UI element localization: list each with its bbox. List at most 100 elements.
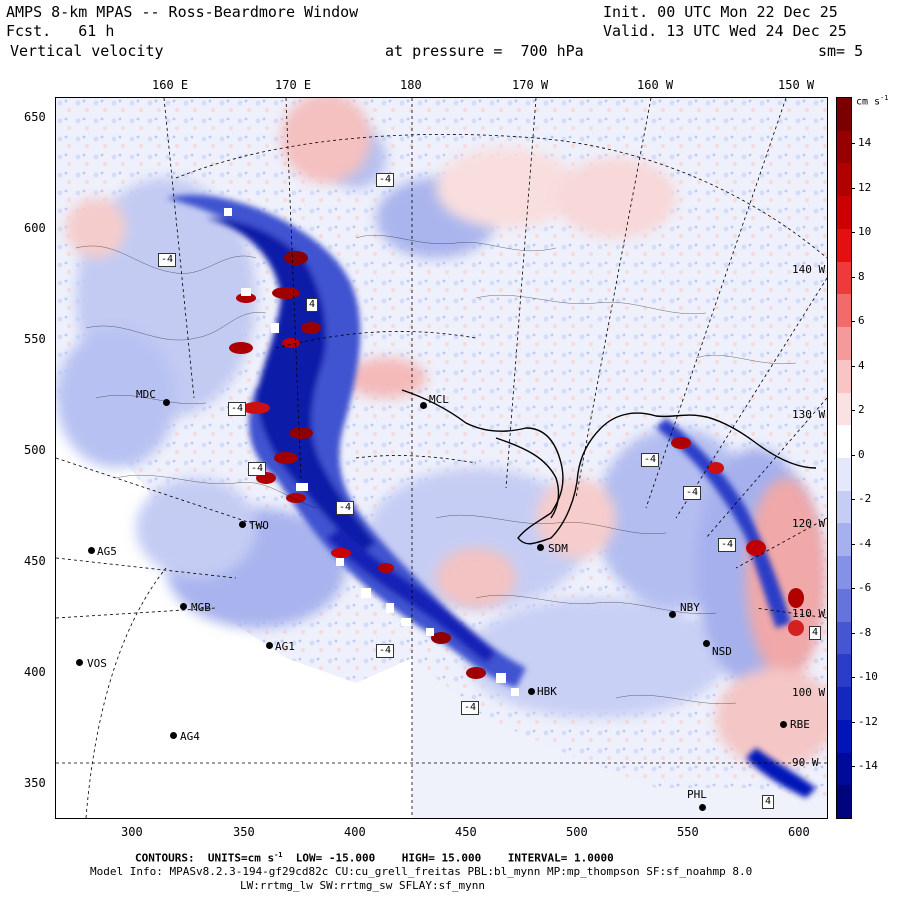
colorbar-tick: [851, 543, 855, 545]
map-title: AMPS 8-km MPAS -- Ross-Beardmore Window: [6, 3, 359, 21]
colorbar-tick: [851, 187, 855, 189]
station-dot-mcl: [420, 402, 427, 409]
colorbar-label: 12: [858, 180, 872, 194]
colorbar-segment: [837, 556, 851, 590]
station-dot-hbk: [528, 688, 535, 695]
station-label-rbe: RBE: [790, 718, 810, 731]
colorbar-segment: [837, 654, 851, 689]
x-label-450: 450: [455, 825, 477, 839]
colorbar-label: 4: [858, 358, 865, 372]
colorbar-label: -8: [858, 625, 872, 639]
lon-label-130w: 130 W: [792, 408, 826, 421]
colorbar-label: 6: [858, 314, 865, 327]
vertical-velocity-map: MDC MCL TWO AG5 MGB AG1 VOS AG4 SDM NBY …: [55, 97, 828, 819]
init-time: Init. 00 UTC Mon 22 Dec 25: [603, 3, 838, 21]
station-dot-ag5: [88, 547, 95, 554]
station-dot-two: [239, 521, 246, 528]
station-dot-rbe: [780, 721, 787, 728]
contour-label: 4: [809, 626, 822, 640]
colorbar-tick: [851, 365, 855, 367]
colorbar-label: -14: [858, 759, 878, 772]
terrain-missing-cells: [224, 208, 519, 696]
colorbar-tick: [851, 276, 855, 278]
station-label-mcl: MCL: [429, 393, 449, 406]
station-label-ag5: AG5: [97, 545, 117, 558]
colorbar-label: 2: [858, 403, 865, 416]
y-label-600: 600: [24, 221, 46, 235]
lon-label-180: 180: [400, 78, 422, 92]
station-label-nby: NBY: [680, 601, 700, 614]
colorbar-tick: [851, 677, 855, 678]
contour-label: 4: [306, 298, 319, 312]
graticule: [56, 98, 827, 818]
colorbar-segment: [837, 523, 851, 558]
colorbar-segment: [837, 327, 851, 361]
contour-label: -4: [718, 538, 737, 552]
contour-label: -4: [461, 701, 480, 715]
model-info-2: LW:rrtmg_lw SW:rrtmg_sw SFLAY:sf_mynn: [240, 879, 486, 892]
lon-label-160w: 160 W: [637, 78, 674, 92]
colorbar-segment: [837, 392, 851, 427]
map-field-svg: [56, 98, 827, 818]
station-label-two: TWO: [249, 519, 269, 532]
colorbar-segment: [837, 458, 851, 492]
lon-label-150w: 150 W: [778, 78, 815, 92]
colorbar-tick: [851, 232, 855, 233]
x-label-550: 550: [677, 825, 699, 839]
colorbar-label: 8: [858, 269, 865, 283]
station-dot-ag1: [266, 642, 273, 649]
lon-label-160e: 160 E: [152, 78, 189, 92]
y-label-500: 500: [24, 443, 46, 457]
station-label-sdm: SDM: [548, 542, 568, 555]
pressure-level: at pressure = 700 hPa: [385, 42, 584, 60]
colorbar-segment: [837, 719, 851, 754]
contour-label: -4: [683, 486, 702, 500]
contour-label: -4: [376, 173, 395, 187]
colorbar-segment: [837, 98, 851, 132]
lon-label-110w: 110 W: [792, 607, 826, 620]
colorbar-segment: [837, 425, 851, 459]
contour-label: -4: [158, 253, 177, 267]
colorbar-segment: [837, 621, 851, 656]
colorbar-segment: [837, 196, 851, 230]
colorbar-label: -12: [858, 714, 878, 728]
coastline: [401, 389, 817, 545]
colorbar-label: -10: [858, 670, 878, 683]
lon-label-120w: 120 W: [792, 517, 826, 530]
colorbar-tick: [851, 321, 855, 322]
station-dot-sdm: [537, 544, 544, 551]
colorbar-tick: [851, 410, 855, 411]
x-label-500: 500: [566, 825, 588, 839]
y-label-450: 450: [24, 554, 46, 568]
strong-blue-band: [166, 195, 816, 798]
contours-info: CONTOURS: UNITS=cm s-1 LOW= -15.000 HIGH…: [135, 851, 614, 865]
lon-label-170w: 170 W: [512, 78, 549, 92]
x-label-600: 600: [788, 825, 810, 839]
colorbar-label: -6: [858, 581, 872, 594]
colorbar-label: 10: [858, 225, 872, 238]
colorbar-tick: [851, 143, 855, 144]
strong-red-cells: [229, 251, 804, 679]
x-label-400: 400: [344, 825, 366, 839]
colorbar-segment: [837, 163, 851, 198]
colorbar-segment: [837, 490, 851, 525]
colorbar: [836, 97, 852, 819]
station-label-mdc: MDC: [136, 388, 156, 401]
colorbar-tick: [851, 632, 855, 634]
lon-label-100w: 100 W: [792, 686, 826, 699]
colorbar-units: cm s-1: [856, 94, 889, 108]
colorbar-segment: [837, 130, 851, 165]
colorbar-segment: [837, 228, 851, 263]
station-label-ag4: AG4: [180, 730, 200, 743]
station-dot-vos: [76, 659, 83, 666]
colorbar-label: 0: [858, 447, 865, 461]
colorbar-segment: [837, 687, 851, 721]
colorbar-label: -4: [858, 536, 872, 550]
station-label-nsd: NSD: [712, 645, 732, 658]
y-label-350: 350: [24, 776, 46, 790]
colorbar-segment: [837, 294, 851, 329]
colorbar-segment: [837, 359, 851, 394]
forecast-hour: Fcst. 61 h: [6, 22, 115, 40]
colorbar-segment: [837, 261, 851, 296]
station-label-phl: PHL: [687, 788, 707, 801]
